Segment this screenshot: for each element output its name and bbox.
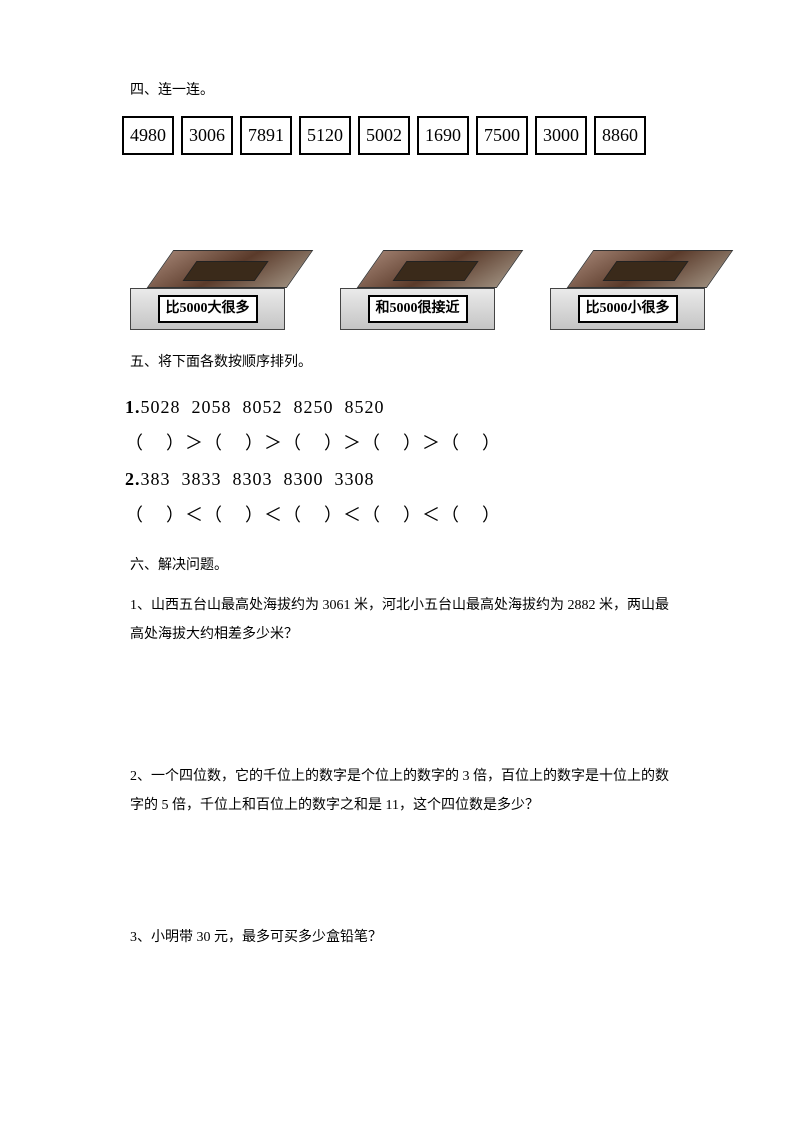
answer-space-2	[130, 843, 670, 923]
number-box-7: 3000	[535, 116, 587, 155]
section-5: 五、将下面各数按顺序排列。 1.5028 2058 8052 8250 8520…	[130, 352, 670, 532]
section-6-title: 六、解决问题。	[130, 555, 670, 577]
section-6-q2: 2、一个四位数，它的千位上的数字是个位上的数字的 3 倍，百位上的数字是十位上的…	[130, 762, 670, 821]
section-4-title: 四、连一连。	[130, 80, 670, 102]
box-3d-1: 和5000很接近	[340, 250, 510, 330]
answer-space-1	[130, 672, 670, 762]
ordering-block: 1.5028 2058 8052 8250 8520 （ ）＞（ ）＞（ ）＞（…	[125, 389, 670, 533]
number-box-5: 1690	[417, 116, 469, 155]
box-label-1: 和5000很接近	[368, 295, 468, 323]
ordering-q2-numbers: 2.383 3833 8303 8300 3308	[125, 461, 670, 497]
number-box-8: 8860	[594, 116, 646, 155]
ordering-q1-numbers: 1.5028 2058 8052 8250 8520	[125, 389, 670, 425]
ordering-q1-blanks: （ ）＞（ ）＞（ ）＞（ ）＞（ ）	[125, 425, 670, 461]
box-front: 比5000大很多	[130, 288, 285, 330]
number-row: 4980 3006 7891 5120 5002 1690 7500 3000 …	[122, 116, 670, 155]
number-box-4: 5002	[358, 116, 410, 155]
box-front: 比5000小很多	[550, 288, 705, 330]
box-3d-2: 比5000小很多	[550, 250, 720, 330]
number-box-6: 7500	[476, 116, 528, 155]
box-label-2: 比5000小很多	[578, 295, 678, 323]
box-top	[147, 250, 314, 288]
box-3d-0: 比5000大很多	[130, 250, 300, 330]
number-box-0: 4980	[122, 116, 174, 155]
number-box-2: 7891	[240, 116, 292, 155]
box-label-0: 比5000大很多	[158, 295, 258, 323]
number-box-3: 5120	[299, 116, 351, 155]
section-5-title: 五、将下面各数按顺序排列。	[130, 352, 670, 374]
ordering-q2-blanks: （ ）＜（ ）＜（ ）＜（ ）＜（ ）	[125, 497, 670, 533]
section-6-q1: 1、山西五台山最高处海拔约为 3061 米，河北小五台山最高处海拔约为 2882…	[130, 591, 670, 650]
section-6-q3: 3、小明带 30 元，最多可买多少盒铅笔？	[130, 923, 670, 952]
section-4: 四、连一连。 4980 3006 7891 5120 5002 1690 750…	[130, 80, 670, 330]
section-6: 六、解决问题。 1、山西五台山最高处海拔约为 3061 米，河北小五台山最高处海…	[130, 555, 670, 952]
number-box-1: 3006	[181, 116, 233, 155]
box-row: 比5000大很多 和5000很接近 比5000小很多	[130, 250, 670, 330]
box-top	[357, 250, 524, 288]
box-front: 和5000很接近	[340, 288, 495, 330]
box-top	[567, 250, 734, 288]
